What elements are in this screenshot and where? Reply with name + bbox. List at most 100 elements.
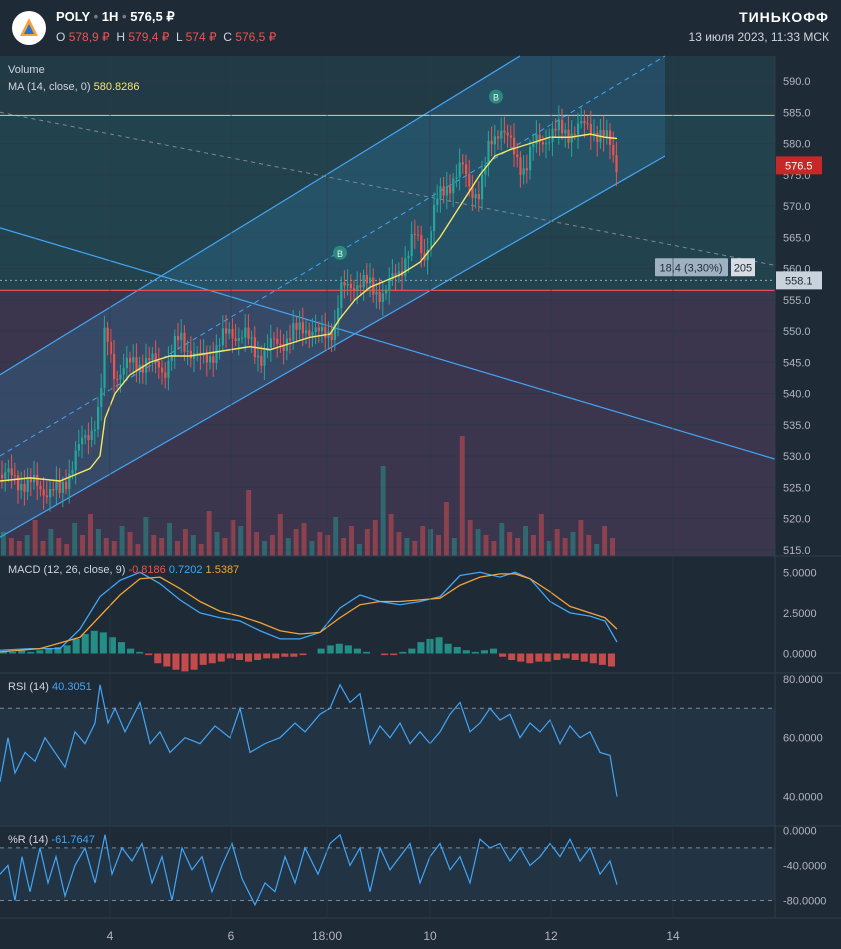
volume-bar: [380, 466, 386, 556]
volume-bar: [48, 529, 54, 556]
candle-body: [340, 282, 343, 309]
candle-body: [497, 136, 500, 139]
volume-bar: [349, 526, 354, 556]
candle-body: [545, 142, 548, 145]
candle-body: [311, 332, 314, 336]
candle-body: [289, 338, 292, 341]
macd-histogram-bar: [317, 648, 325, 654]
volume-bar: [95, 529, 101, 556]
price-tick-label-1: 520.0: [783, 514, 811, 526]
price-tick-label-7: 550.0: [783, 326, 811, 338]
volume-bar: [436, 535, 441, 556]
rsi-legend-value: 40.3051: [52, 681, 92, 693]
ohlc-low-value: 574 ₽: [185, 30, 217, 44]
candle-body: [407, 255, 410, 259]
volume-bar: [198, 544, 204, 556]
candle-body: [593, 132, 596, 136]
candle-body: [305, 330, 308, 334]
volume-bar: [206, 511, 212, 556]
volume-bar: [1, 532, 6, 556]
symbol-name[interactable]: POLY: [56, 9, 90, 24]
rsi-legend[interactable]: RSI (14) 40.3051: [8, 681, 92, 693]
macd-legend[interactable]: MACD (12, 26, close, 9) -0.8186 0.7202 1…: [8, 564, 239, 576]
volume-bar: [396, 532, 402, 556]
candle-body: [317, 327, 320, 332]
volume-bar: [238, 526, 244, 556]
candle-body: [529, 147, 532, 171]
candle-body: [394, 273, 397, 277]
candle-body: [90, 430, 93, 440]
macd-histogram-bar: [72, 638, 80, 654]
volume-bar: [364, 529, 370, 556]
rsi-legend-label: RSI (14): [8, 681, 49, 693]
candle-body: [135, 357, 138, 372]
volume-bar: [372, 520, 378, 556]
brand-name: ТИНЬКОФФ: [739, 9, 829, 25]
macd-histogram-bar: [607, 653, 615, 667]
candle-body: [385, 290, 388, 294]
volume-bar: [515, 538, 521, 556]
macd-histogram-bar: [54, 647, 62, 654]
candle-body: [196, 352, 199, 354]
candle-body: [298, 322, 301, 330]
ohlc-close-value: 576,5 ₽: [235, 30, 277, 44]
volume-legend[interactable]: Volume: [8, 64, 45, 76]
macd-histogram-bar: [462, 650, 470, 654]
candle-body: [417, 234, 420, 236]
ma14-line: [0, 133, 618, 482]
candle-body: [13, 475, 16, 477]
candle-body: [273, 338, 276, 340]
candle-body: [81, 437, 84, 445]
macd-histogram-bar: [417, 642, 425, 654]
channel-mid-line: [0, 55, 666, 457]
volume-bar: [475, 529, 481, 556]
candle-body: [461, 162, 464, 165]
candle-body: [589, 124, 592, 136]
macd-histogram-bar: [544, 653, 552, 662]
volume-bar: [467, 520, 473, 556]
candle-body: [212, 356, 215, 363]
macd-histogram-bar: [226, 653, 234, 659]
candle-body: [225, 328, 228, 334]
ascending-channel-fill: [0, 56, 665, 538]
candle-body: [426, 249, 429, 261]
candle-body: [343, 282, 346, 286]
candle-body: [477, 193, 480, 200]
ma-legend[interactable]: MA (14, close, 0) 580.8286: [8, 81, 140, 93]
macd-histogram-bar: [81, 634, 89, 654]
wr-legend[interactable]: %R (14) -61.7647: [8, 834, 95, 846]
candle-body: [516, 154, 519, 158]
candle-body: [17, 475, 20, 491]
candle-body: [561, 119, 564, 134]
candle-body: [519, 157, 522, 175]
interval-label[interactable]: 1H: [101, 9, 119, 24]
macd-histogram-bar: [254, 653, 262, 660]
candle-body: [577, 123, 580, 135]
candle-body: [109, 341, 112, 354]
candle-body: [436, 198, 439, 206]
macd-histogram-bar: [499, 653, 507, 657]
candle-body: [362, 274, 365, 288]
macd-histogram-bar: [517, 653, 525, 662]
candle-body: [413, 233, 416, 235]
candle-body: [471, 186, 474, 199]
candle-body: [100, 387, 103, 407]
volume-bar: [301, 523, 307, 556]
volume-bar: [135, 544, 141, 556]
candle-body: [244, 327, 247, 338]
macd-histogram-bar: [508, 653, 516, 660]
volume-bar: [56, 538, 62, 556]
candle-body: [161, 367, 164, 373]
candle-body: [567, 129, 570, 143]
candle-body: [570, 133, 573, 143]
price-tick-label-2: 525.0: [783, 482, 811, 494]
candle-body: [282, 344, 285, 351]
macd-histogram-bar: [199, 653, 207, 665]
volume-bar: [214, 532, 220, 556]
candle-body: [564, 129, 567, 134]
time-tick-label-5: 14: [666, 929, 680, 943]
candle-body: [442, 186, 445, 196]
macd-histogram-bar: [136, 651, 144, 654]
wr-tick-label-1: -40.0000: [783, 860, 826, 872]
